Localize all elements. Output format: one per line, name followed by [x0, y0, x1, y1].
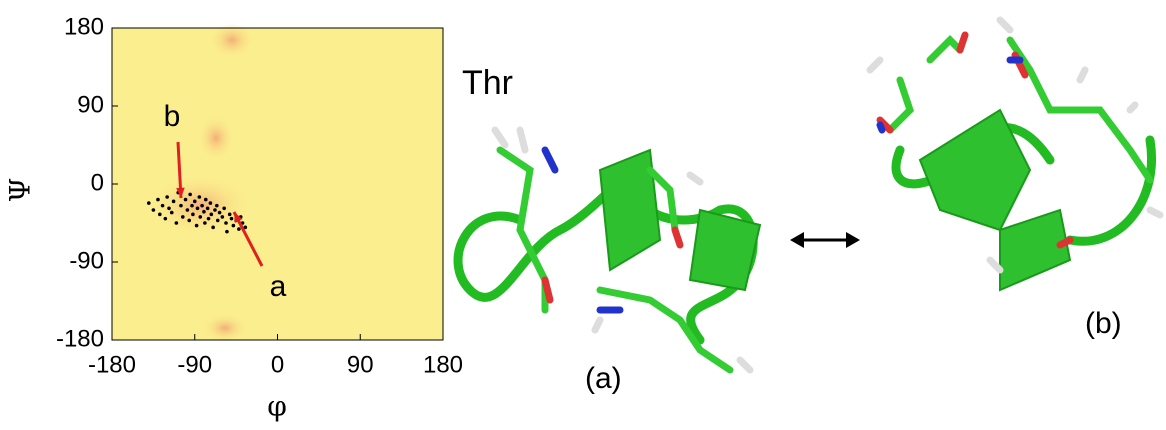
molecule-b: [866, 16, 1164, 292]
annotation: a: [270, 270, 287, 303]
heatmap-density: [150, 22, 254, 342]
x-tick-label: 180: [423, 351, 463, 378]
point: [209, 212, 214, 217]
point: [158, 212, 162, 217]
point: [171, 199, 176, 204]
point: [163, 216, 168, 221]
point: [179, 203, 183, 208]
point: [174, 221, 179, 225]
point: [197, 195, 202, 199]
y-tick-label: -90: [69, 247, 104, 274]
point: [220, 215, 225, 219]
x-tick-label: -90: [177, 351, 212, 378]
point: [213, 208, 217, 212]
annotation-arrowhead: [234, 212, 243, 223]
point: [227, 212, 232, 217]
point: [190, 203, 194, 208]
point: [192, 199, 197, 204]
double-arrow: [790, 232, 860, 248]
panel-label: (b): [1085, 307, 1122, 340]
point: [211, 225, 215, 230]
panel-label: (a): [585, 362, 622, 395]
point: [187, 218, 192, 223]
molecule-a: [453, 126, 762, 374]
y-tick-label: 0: [91, 169, 104, 196]
point: [165, 195, 169, 199]
point: [202, 209, 206, 214]
point: [215, 203, 219, 208]
point: [146, 201, 151, 205]
point: [217, 210, 222, 215]
point: [180, 215, 185, 219]
point: [198, 215, 203, 219]
point: [203, 197, 208, 202]
point: [169, 210, 174, 215]
point: [194, 223, 199, 228]
point: [224, 221, 228, 225]
y-tick-label: 180: [64, 13, 104, 40]
point: [183, 197, 188, 202]
residue-label: Thr: [462, 64, 513, 102]
annotation: b: [164, 100, 181, 133]
point: [205, 206, 210, 211]
point: [206, 216, 211, 221]
point: [156, 197, 160, 202]
point: [237, 227, 241, 231]
point: [243, 225, 248, 230]
point: [167, 206, 171, 211]
point: [160, 203, 165, 208]
point: [188, 192, 192, 197]
y-tick-label: 90: [77, 91, 104, 118]
plot: [146, 190, 248, 234]
x-tick-label: -180: [88, 351, 136, 378]
point: [208, 201, 213, 205]
point: [231, 223, 236, 228]
x-axis-label: φ: [267, 390, 287, 423]
y-tick-label: -180: [56, 325, 104, 352]
point: [225, 229, 229, 234]
point: [229, 216, 234, 221]
point: [191, 212, 195, 217]
point: [215, 218, 220, 223]
x-tick-label: 90: [347, 351, 374, 378]
point: [200, 203, 204, 208]
point: [151, 208, 156, 212]
x-tick-label: 0: [271, 351, 284, 378]
point: [203, 221, 207, 225]
y-axis-label: Ψ: [4, 178, 37, 203]
annotation-arrowhead: [176, 187, 185, 198]
point: [222, 206, 226, 211]
point: [195, 206, 200, 211]
point: [185, 208, 190, 212]
annotation-arrow: [232, 211, 264, 267]
